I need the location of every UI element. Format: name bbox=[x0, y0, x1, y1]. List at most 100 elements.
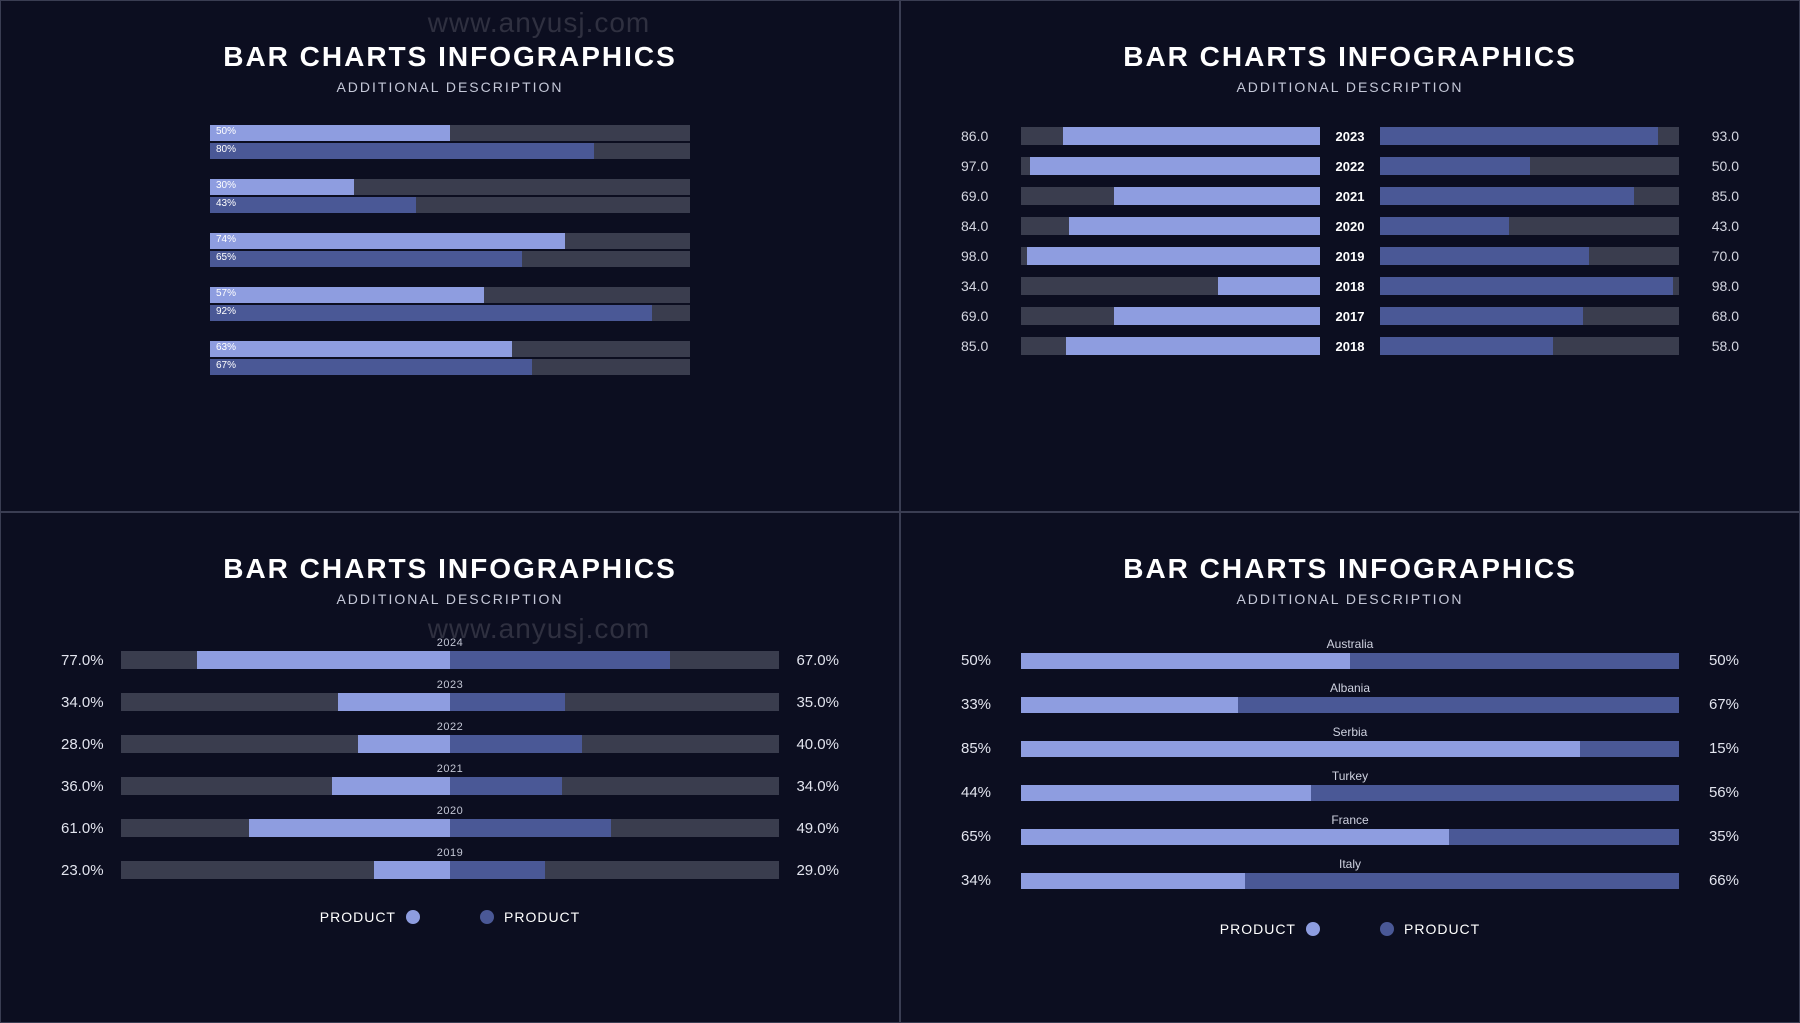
right-value: 50.0 bbox=[1689, 158, 1739, 174]
panel-subtitle: ADDITIONAL DESCRIPTION bbox=[961, 591, 1739, 607]
left-fill bbox=[1063, 127, 1320, 145]
mid-wrap: 2022 bbox=[121, 721, 779, 753]
seg-right bbox=[1311, 785, 1679, 801]
panel-1: www.anyusj.com BAR CHARTS INFOGRAPHICS A… bbox=[0, 0, 900, 512]
p4-row: 50%Australia50% bbox=[961, 637, 1739, 669]
legend-item-a: PRODUCT bbox=[1220, 921, 1320, 937]
right-track bbox=[450, 735, 779, 753]
right-fill bbox=[450, 861, 545, 879]
left-track bbox=[1021, 337, 1320, 355]
p2-row: 34.0201898.0 bbox=[961, 275, 1739, 297]
p2-row: 98.0201970.0 bbox=[961, 245, 1739, 267]
left-fill bbox=[332, 777, 450, 795]
p1-bar-group: 63% 67% bbox=[210, 341, 690, 375]
right-fill bbox=[450, 693, 565, 711]
left-value: 97.0 bbox=[961, 158, 1011, 174]
panel-title: BAR CHARTS INFOGRAPHICS bbox=[61, 41, 839, 73]
right-track bbox=[1380, 307, 1679, 325]
right-fill bbox=[450, 651, 670, 669]
bar-value-label: 63% bbox=[216, 342, 236, 353]
left-value: 36.0% bbox=[61, 778, 121, 795]
right-value: 93.0 bbox=[1689, 128, 1739, 144]
bar-value-label: 92% bbox=[216, 306, 236, 317]
right-fill bbox=[1380, 337, 1553, 355]
left-fill bbox=[374, 861, 450, 879]
p1-chart: 50%80%30%43%74%65%57%92%63%67% bbox=[210, 125, 690, 395]
left-fill bbox=[358, 735, 450, 753]
right-value: 68.0 bbox=[1689, 308, 1739, 324]
left-track bbox=[121, 735, 450, 753]
right-fill bbox=[1380, 127, 1658, 145]
year-label: 2019 bbox=[1320, 249, 1380, 264]
mid-wrap: 2019 bbox=[121, 847, 779, 879]
bar-track: 63% bbox=[210, 341, 690, 357]
right-fill bbox=[1380, 217, 1509, 235]
bar-fill: 80% bbox=[210, 143, 594, 159]
p4-row: 65%France35% bbox=[961, 813, 1739, 845]
left-value: 85.0 bbox=[961, 338, 1011, 354]
p2-row: 69.0201768.0 bbox=[961, 305, 1739, 327]
mid-wrap: 2021 bbox=[121, 763, 779, 795]
mid-wrap: 2023 bbox=[121, 679, 779, 711]
bar-wrap bbox=[121, 777, 779, 795]
bar-wrap bbox=[121, 735, 779, 753]
left-track bbox=[1021, 217, 1320, 235]
panel-title: BAR CHARTS INFOGRAPHICS bbox=[961, 553, 1739, 585]
right-value: 35% bbox=[1689, 828, 1739, 845]
left-value: 69.0 bbox=[961, 188, 1011, 204]
legend-item-b: PRODUCT bbox=[480, 909, 580, 925]
bar-track: 67% bbox=[210, 359, 690, 375]
p4-row: 44%Turkey56% bbox=[961, 769, 1739, 801]
left-track bbox=[121, 861, 450, 879]
right-value: 70.0 bbox=[1689, 248, 1739, 264]
right-track bbox=[450, 861, 779, 879]
year-label: 2022 bbox=[437, 721, 463, 733]
p3-row: 61.0%202049.0% bbox=[61, 805, 839, 837]
p3-row: 36.0%202134.0% bbox=[61, 763, 839, 795]
mid-wrap: 2020 bbox=[121, 805, 779, 837]
year-label: 2024 bbox=[437, 637, 463, 649]
panel-subtitle: ADDITIONAL DESCRIPTION bbox=[961, 79, 1739, 95]
year-label: 2017 bbox=[1320, 309, 1380, 324]
left-fill bbox=[249, 819, 450, 837]
legend: PRODUCT PRODUCT bbox=[961, 921, 1739, 937]
left-fill bbox=[1027, 247, 1320, 265]
bar-value-label: 65% bbox=[216, 252, 236, 263]
row-label: France bbox=[1331, 813, 1368, 827]
right-fill bbox=[450, 735, 582, 753]
year-label: 2018 bbox=[1320, 279, 1380, 294]
p2-row: 84.0202043.0 bbox=[961, 215, 1739, 237]
right-fill bbox=[1380, 247, 1589, 265]
bar-fill: 63% bbox=[210, 341, 512, 357]
seg-left bbox=[1021, 697, 1238, 713]
right-track bbox=[450, 651, 779, 669]
seg-right bbox=[1245, 873, 1679, 889]
left-fill bbox=[1069, 217, 1320, 235]
bar-fill: 30% bbox=[210, 179, 354, 195]
legend-label-b: PRODUCT bbox=[504, 909, 580, 925]
bar-value-label: 74% bbox=[216, 234, 236, 245]
left-value: 85% bbox=[961, 740, 1011, 757]
left-track bbox=[1021, 247, 1320, 265]
left-fill bbox=[197, 651, 450, 669]
p3-row: 34.0%202335.0% bbox=[61, 679, 839, 711]
row-label: Albania bbox=[1330, 681, 1370, 695]
right-track bbox=[1380, 217, 1679, 235]
bar-fill: 74% bbox=[210, 233, 565, 249]
p2-row: 97.0202250.0 bbox=[961, 155, 1739, 177]
left-value: 44% bbox=[961, 784, 1011, 801]
seg-left bbox=[1021, 829, 1449, 845]
left-value: 34.0% bbox=[61, 694, 121, 711]
left-track bbox=[1021, 127, 1320, 145]
left-track bbox=[121, 651, 450, 669]
legend-item-a: PRODUCT bbox=[320, 909, 420, 925]
year-label: 2020 bbox=[437, 805, 463, 817]
panel-4: BAR CHARTS INFOGRAPHICS ADDITIONAL DESCR… bbox=[900, 512, 1800, 1023]
mid-wrap: France bbox=[1021, 813, 1679, 845]
right-value: 98.0 bbox=[1689, 278, 1739, 294]
left-value: 84.0 bbox=[961, 218, 1011, 234]
panel-subtitle: ADDITIONAL DESCRIPTION bbox=[61, 79, 839, 95]
p1-bar-group: 30%43% bbox=[210, 179, 690, 213]
right-fill bbox=[1380, 157, 1530, 175]
legend-dot-b-icon bbox=[1380, 922, 1394, 936]
